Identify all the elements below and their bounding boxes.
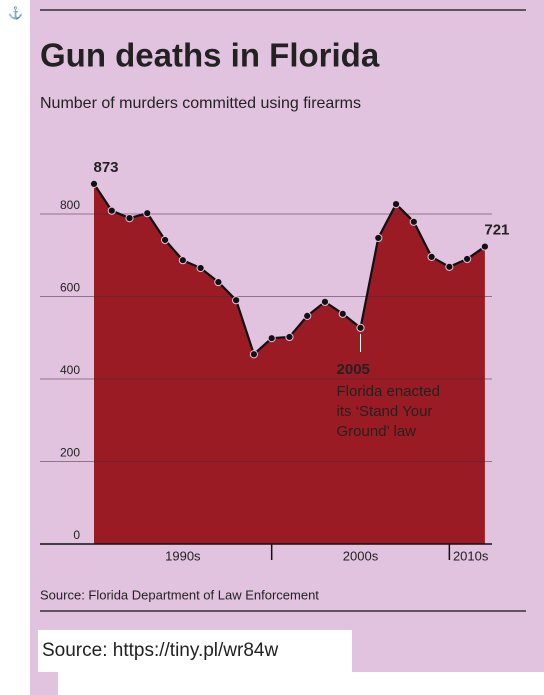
x-tick-label: 2010s [453, 548, 489, 563]
y-tick-label: 0 [73, 528, 80, 542]
annotation-text: Ground’ law [337, 423, 417, 440]
point [214, 277, 223, 287]
footer-strip [58, 672, 544, 695]
x-tick-label: 2000s [343, 548, 379, 563]
point [107, 206, 116, 215]
point [391, 200, 401, 209]
value-label: 873 [93, 159, 118, 176]
icon: ⚓ [8, 6, 23, 20]
point [249, 350, 259, 359]
point [303, 311, 312, 320]
point [338, 309, 347, 318]
annotation-text: its ‘Stand Your [337, 403, 433, 420]
point [143, 209, 152, 218]
point [285, 332, 294, 342]
point [427, 252, 436, 261]
chart-title: Gun deaths in Florida [40, 37, 380, 74]
footer-box [38, 630, 352, 672]
point [178, 256, 187, 265]
y-tick-label: 600 [60, 281, 80, 295]
point [160, 235, 170, 245]
annotation-text: Florida enacted [337, 383, 440, 400]
point [320, 297, 330, 306]
value-label: 721 [484, 222, 509, 239]
annotation-title: 2005 [337, 361, 370, 378]
area [94, 183, 485, 544]
point [463, 254, 472, 264]
point [267, 334, 276, 343]
footer-source: Source: https://tiny.pl/wr84w [42, 640, 278, 661]
y-tick-label: 200 [60, 446, 80, 460]
y-tick-label: 800 [60, 198, 80, 212]
point [374, 233, 383, 243]
point [445, 262, 454, 271]
point [196, 263, 205, 273]
x-tick-label: 1990s [165, 548, 201, 563]
point [480, 242, 489, 251]
point [232, 296, 241, 305]
plot: 0 200 400 600 800 1990s 2000s 2010s 873 721 2005 Fl… [40, 159, 509, 563]
point [356, 323, 365, 332]
point [409, 217, 418, 226]
point [89, 179, 99, 188]
chart-source: Source: Florida Department of Law Enforc… [40, 587, 319, 602]
chart-subtitle: Number of murders committed using firear… [40, 95, 361, 112]
point [125, 214, 134, 223]
y-tick-label: 400 [60, 363, 80, 377]
